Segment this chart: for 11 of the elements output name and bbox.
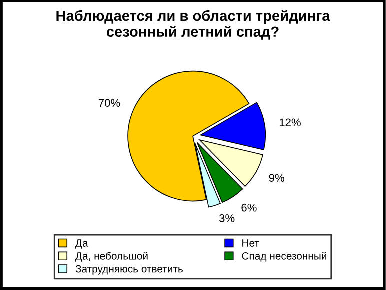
- chart-title: Наблюдается ли в области трейдинга сезонный летний спад?: [56, 10, 330, 40]
- legend-label: Да: [76, 240, 88, 249]
- data-label: 3%: [219, 214, 235, 222]
- data-label: 12%: [280, 118, 301, 127]
- data-label: 6%: [242, 204, 257, 212]
- legend-label: Да, небольшой: [76, 252, 148, 262]
- data-label: 70%: [98, 99, 120, 108]
- legend-label: Затрудняюсь ответить: [76, 265, 183, 275]
- data-label: 9%: [269, 174, 284, 182]
- legend-label: Спад несезонный: [242, 252, 326, 262]
- legend-label: Нет: [242, 240, 260, 247]
